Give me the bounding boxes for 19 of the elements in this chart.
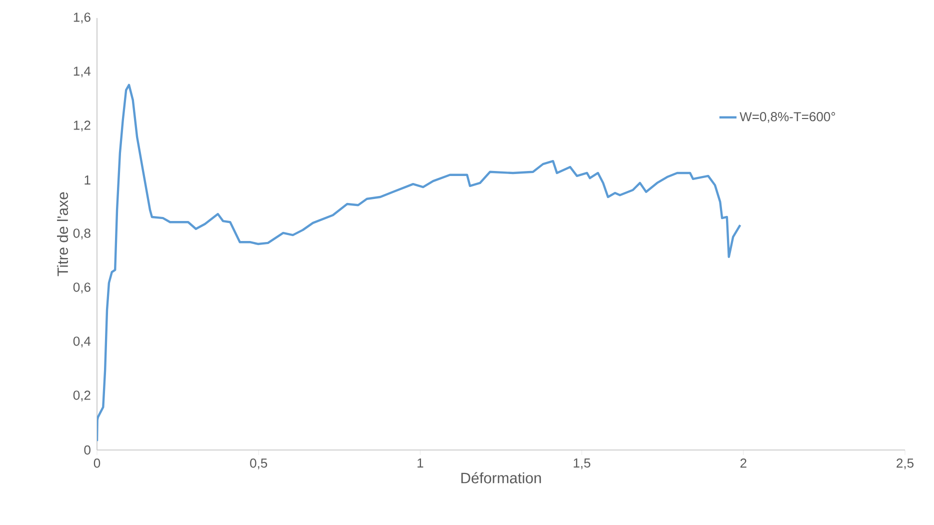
y-tick-label: 1,4 (74, 66, 91, 78)
x-axis-title: Déformation (461, 472, 541, 484)
y-axis-title: Titre de l'axe (57, 192, 68, 276)
x-tick-label: 0 (94, 458, 100, 468)
x-tick-label: 2,5 (896, 458, 914, 470)
y-tick-label: 0 (84, 445, 90, 455)
y-tick-label: 1,6 (74, 12, 90, 24)
y-tick-label: 0,6 (73, 282, 90, 294)
x-tick-label: 1 (418, 458, 424, 468)
y-tick-label: 0,4 (73, 336, 91, 348)
y-tick-label: 0,8 (73, 228, 90, 240)
x-tick-label: 2 (740, 458, 746, 468)
y-tick-label: 0,2 (73, 390, 90, 402)
line-series (97, 84, 742, 442)
legend-label: W=0,8%-T=600° (740, 112, 836, 123)
y-tick-label: 1,2 (74, 120, 90, 132)
x-tick-label: 1,5 (574, 458, 590, 470)
x-tick-label: 0,5 (250, 458, 268, 470)
y-tick-label: 1 (84, 176, 90, 184)
